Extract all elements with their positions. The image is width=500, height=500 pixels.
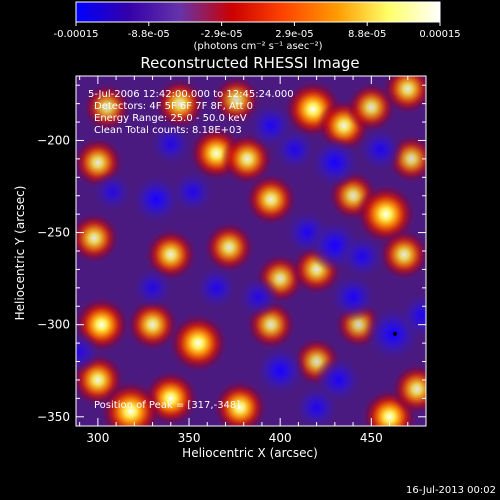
negative-blob	[169, 169, 216, 215]
y-tick-label: −350	[37, 410, 70, 424]
colorbar-tick-label: -8.8e-05	[128, 29, 170, 40]
negative-blob	[398, 291, 426, 340]
negative-blob	[91, 170, 134, 214]
negative-blob	[236, 275, 281, 319]
plot-title: Reconstructed RHESSI Image	[140, 54, 359, 72]
emission-blob	[126, 298, 180, 352]
emission-blob	[82, 82, 132, 133]
y-tick-label: −200	[37, 133, 70, 147]
negative-blob	[76, 331, 101, 374]
footer-timestamp: 16-Jul-2013 00:02	[406, 485, 496, 496]
heatmap-field	[76, 76, 426, 426]
annotation-block: 5-Jul-2006 12:42:00.000 to 12:45:24.000 …	[88, 89, 294, 411]
emission-blob	[381, 76, 426, 115]
negative-blob	[308, 136, 361, 189]
emission-blob	[153, 77, 206, 130]
colorbar-unit-label: (photons cm⁻² s⁻¹ asec⁻²)	[193, 41, 322, 52]
x-tick-label: 400	[269, 431, 292, 445]
colorbar-tick-label: 8.8e-05	[348, 29, 386, 40]
colorbar-tick-label: -2.9e-05	[201, 29, 243, 40]
negative-blob	[254, 344, 307, 397]
negative-blob	[328, 272, 378, 322]
emission-blob	[99, 380, 162, 426]
image-marker	[393, 331, 398, 336]
x-tick-label: 450	[360, 431, 383, 445]
negative-blob	[148, 121, 194, 167]
emission-blob	[244, 172, 298, 226]
negative-blob	[130, 173, 183, 226]
emission-blob	[168, 313, 229, 374]
annotation-time-range: 5-Jul-2006 12:42:00.000 to 12:45:24.000	[88, 89, 294, 100]
emission-blob	[76, 212, 121, 265]
emission-blob	[390, 363, 426, 416]
axis-ticks: 300 350 400 450 −200 −250 −300 −350	[37, 76, 427, 445]
colorbar-tick-label: -0.00015	[54, 29, 99, 40]
annotation-peak-position: Position of Peak = [317,-348]	[94, 400, 240, 411]
y-tick-label: −300	[37, 318, 70, 332]
emission-blob	[211, 76, 262, 125]
y-tick-label: −250	[37, 226, 70, 240]
negative-blob	[338, 233, 386, 280]
emission-blob	[203, 221, 256, 274]
x-tick-label: 350	[178, 431, 201, 445]
emission-blob	[378, 228, 426, 281]
colorbar-tick-label: 0.00015	[419, 29, 460, 40]
negative-blob	[193, 264, 240, 311]
colorbar-frame	[75, 1, 441, 23]
colorbar-gradient	[76, 2, 440, 22]
y-axis-label: Heliocentric Y (arcsec)	[13, 186, 27, 321]
colorbar-ticks: -0.00015 -8.8e-05 -2.9e-05 2.9e-05 8.8e-05 0.…	[54, 22, 461, 40]
negative-blob	[271, 126, 318, 173]
emission-blob	[212, 379, 268, 426]
x-tick-label: 300	[86, 431, 109, 445]
x-axis-label: Heliocentric X (arcsec)	[182, 446, 318, 460]
negative-blob	[130, 266, 175, 310]
colorbar-tick-label: 2.9e-05	[275, 29, 313, 40]
annotation-detectors: Detectors: 4F 5F 6F 7F 8F, Att 0	[94, 101, 253, 112]
negative-blob	[293, 384, 341, 426]
colorbar: -0.00015 -8.8e-05 -2.9e-05 2.9e-05 8.8e-05 0.…	[54, 1, 461, 52]
marker-layer	[393, 331, 398, 336]
negative-blob	[357, 126, 404, 174]
annotation-clean-counts: Clean Total counts: 8.18E+03	[94, 125, 242, 136]
annotation-energy-range: Energy Range: 25.0 - 50.0 keV	[94, 113, 247, 124]
